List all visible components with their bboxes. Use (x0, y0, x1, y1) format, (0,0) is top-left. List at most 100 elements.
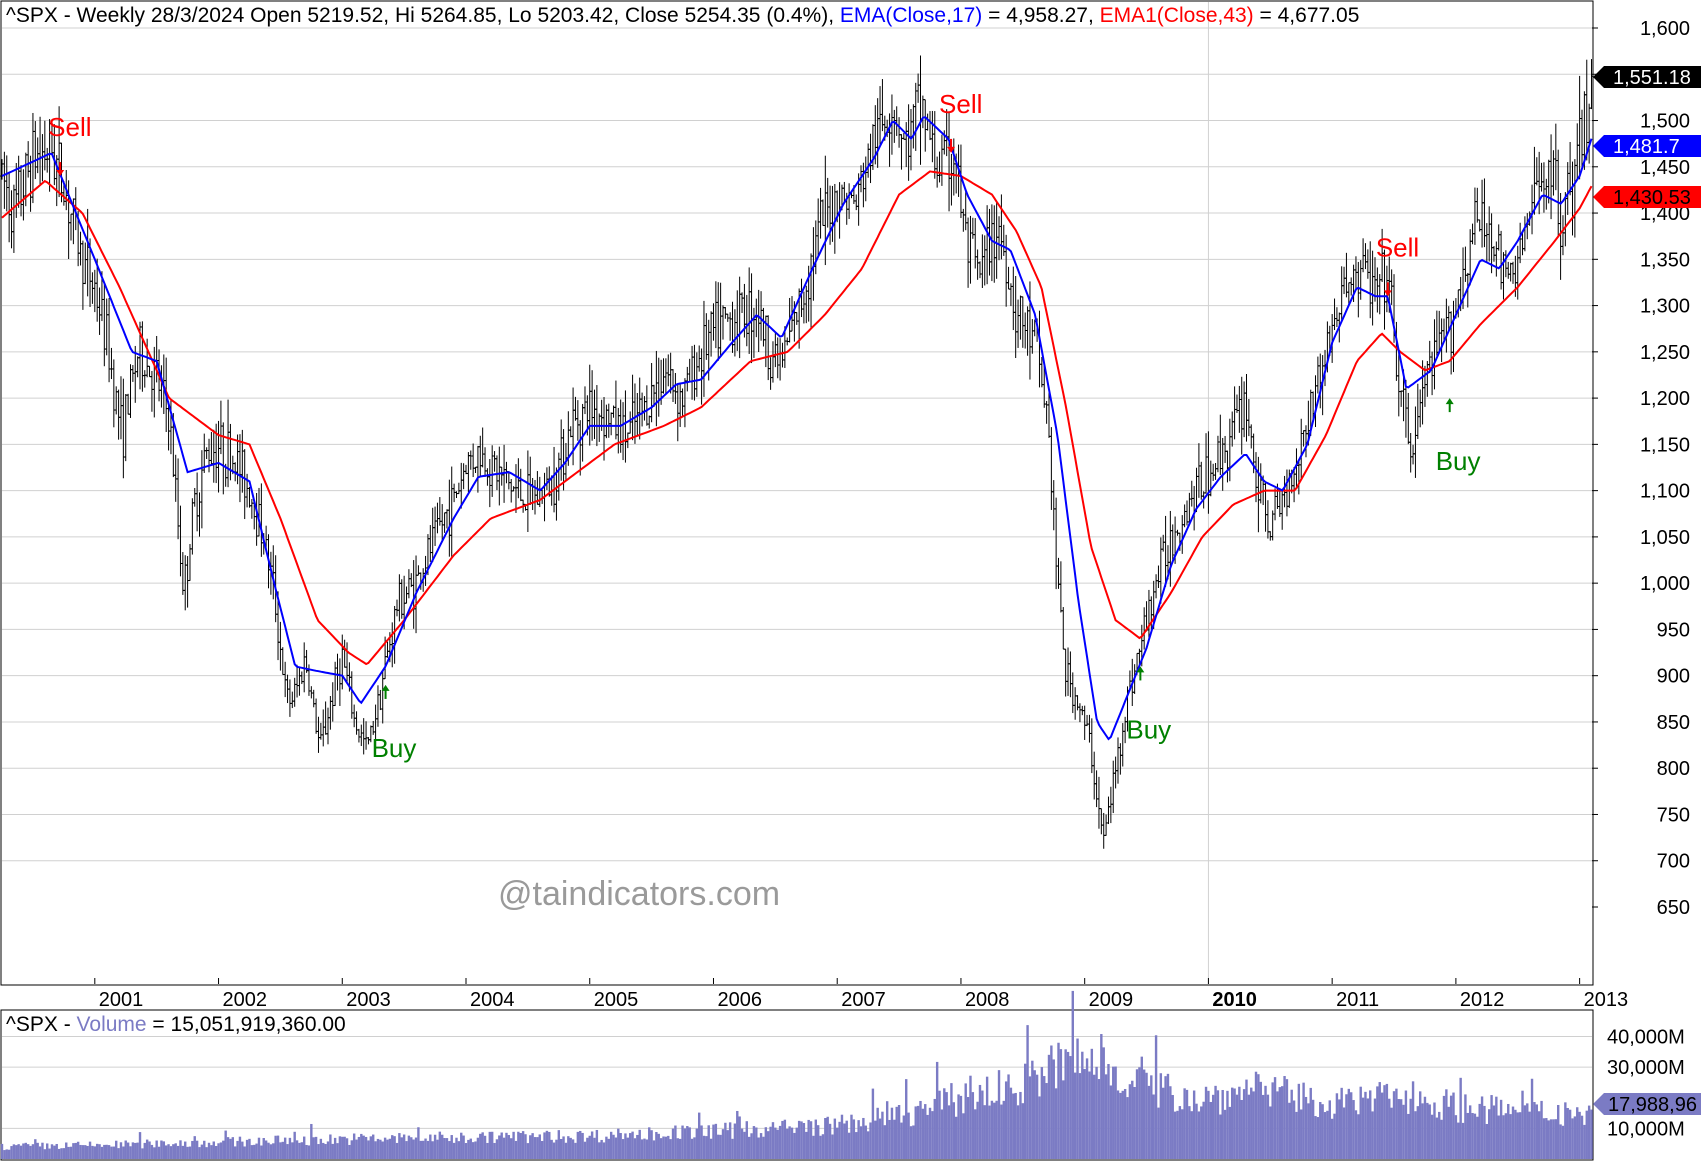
volume-bar (67, 1146, 70, 1159)
ema17-line-group (1, 116, 1593, 741)
volume-bar (129, 1146, 132, 1159)
volume-bar (1554, 1119, 1558, 1159)
volume-bar (512, 1131, 515, 1159)
volume-bar (559, 1138, 563, 1159)
volume-bar (529, 1135, 532, 1159)
volume-bar (1140, 1056, 1143, 1159)
volume-bar (1545, 1118, 1548, 1159)
volume-bar (367, 1140, 370, 1159)
volume-bar (609, 1131, 613, 1159)
volume-bar (705, 1136, 708, 1159)
volume-bar (1014, 1092, 1017, 1159)
volume-bar (1388, 1098, 1391, 1159)
volume-bar (636, 1134, 639, 1159)
volume-bar (669, 1139, 672, 1159)
volume-bar (1081, 1051, 1084, 1159)
volume-bar (326, 1141, 330, 1159)
volume-bar (1404, 1090, 1408, 1159)
volume-bar (1007, 1074, 1010, 1159)
volume-bar (305, 1144, 308, 1159)
volume-bar (1530, 1078, 1534, 1159)
volume-bar (850, 1114, 853, 1159)
volume-bar (329, 1134, 332, 1159)
volume-bar (1395, 1088, 1398, 1159)
volume-bar (72, 1143, 75, 1159)
volume-bar (824, 1118, 827, 1159)
volume-bar (357, 1136, 361, 1159)
volume-bar (502, 1137, 506, 1159)
volume-bar (1549, 1119, 1553, 1159)
volume-bar (1385, 1083, 1389, 1159)
volume-bar (997, 1070, 1001, 1159)
volume-bar (524, 1134, 527, 1159)
volume-bar (310, 1123, 313, 1159)
volume-bar (878, 1118, 882, 1159)
volume-bar (1052, 1059, 1055, 1159)
volume-bar (1521, 1090, 1524, 1159)
volume-bar (248, 1138, 251, 1159)
volume-bar (1328, 1100, 1331, 1159)
volume-bar (455, 1137, 458, 1159)
volume-bar (95, 1143, 99, 1159)
volume-bar (450, 1135, 453, 1159)
signals: Sell Buy Sell Buy Sell Buy (48, 89, 1480, 763)
buy-arrow-icon (381, 684, 390, 691)
volume-bar (469, 1138, 472, 1159)
volume-bar (250, 1145, 254, 1159)
volume-bar (1138, 1067, 1141, 1159)
volume-bar (624, 1133, 627, 1159)
volume-bar (155, 1140, 158, 1159)
volume-bar (714, 1123, 718, 1159)
volume-bar (364, 1136, 368, 1159)
volume-bar (866, 1131, 870, 1159)
volume-bar (119, 1142, 123, 1159)
buy-arrow-icon (1136, 666, 1145, 673)
volume-bar (91, 1145, 94, 1159)
volume-bar (1540, 1100, 1543, 1159)
volume-bar (1390, 1107, 1393, 1159)
volume-bar (548, 1131, 551, 1159)
volume-bar (1587, 1105, 1591, 1159)
volume-bar (540, 1140, 544, 1159)
volume-bar (814, 1119, 817, 1159)
ema43-line (1, 170, 1593, 666)
year-tick-label: 2007 (841, 989, 886, 1011)
volume-bar (1580, 1115, 1584, 1159)
volume-bar (1226, 1090, 1229, 1159)
header-high-label: Hi (395, 4, 415, 27)
volume-bar (195, 1140, 199, 1159)
volume-bar (900, 1122, 903, 1159)
volume-bar (214, 1145, 218, 1159)
volume-bar (764, 1127, 768, 1159)
volume-badge: 17,988,96 (1593, 1093, 1701, 1116)
price-tick-label: 1,300 (1640, 296, 1690, 318)
volume-bar (1207, 1090, 1210, 1159)
volume-bar (752, 1126, 756, 1159)
volume-header-label: Volume (77, 1013, 147, 1036)
volume-bar (1062, 1080, 1065, 1159)
volume-bar (103, 1144, 106, 1159)
volume-bar (1204, 1086, 1208, 1159)
volume-bar (53, 1145, 56, 1159)
volume-bar (481, 1132, 484, 1159)
volume-bar (988, 1105, 991, 1159)
buy-signal-label: Buy (372, 733, 417, 763)
volume-bar (1235, 1094, 1239, 1159)
volume-bar (926, 1114, 929, 1159)
price-tick-label: 800 (1657, 758, 1690, 780)
volume-bar (486, 1142, 489, 1159)
volume-bar (398, 1133, 401, 1159)
volume-bar (1114, 1066, 1117, 1159)
volume-bar (683, 1128, 687, 1159)
volume-bar (855, 1132, 858, 1159)
volume-bar (179, 1140, 182, 1159)
volume-bar (286, 1144, 289, 1159)
volume-bar (721, 1129, 725, 1159)
volume-bar (10, 1146, 13, 1159)
volume-bar (176, 1145, 180, 1159)
volume-bar (788, 1126, 791, 1159)
volume-bar (369, 1136, 373, 1159)
volume-bar (138, 1132, 142, 1159)
price-tick-label: 1,350 (1640, 249, 1690, 271)
header-date: 28/3/2024 (151, 4, 245, 27)
